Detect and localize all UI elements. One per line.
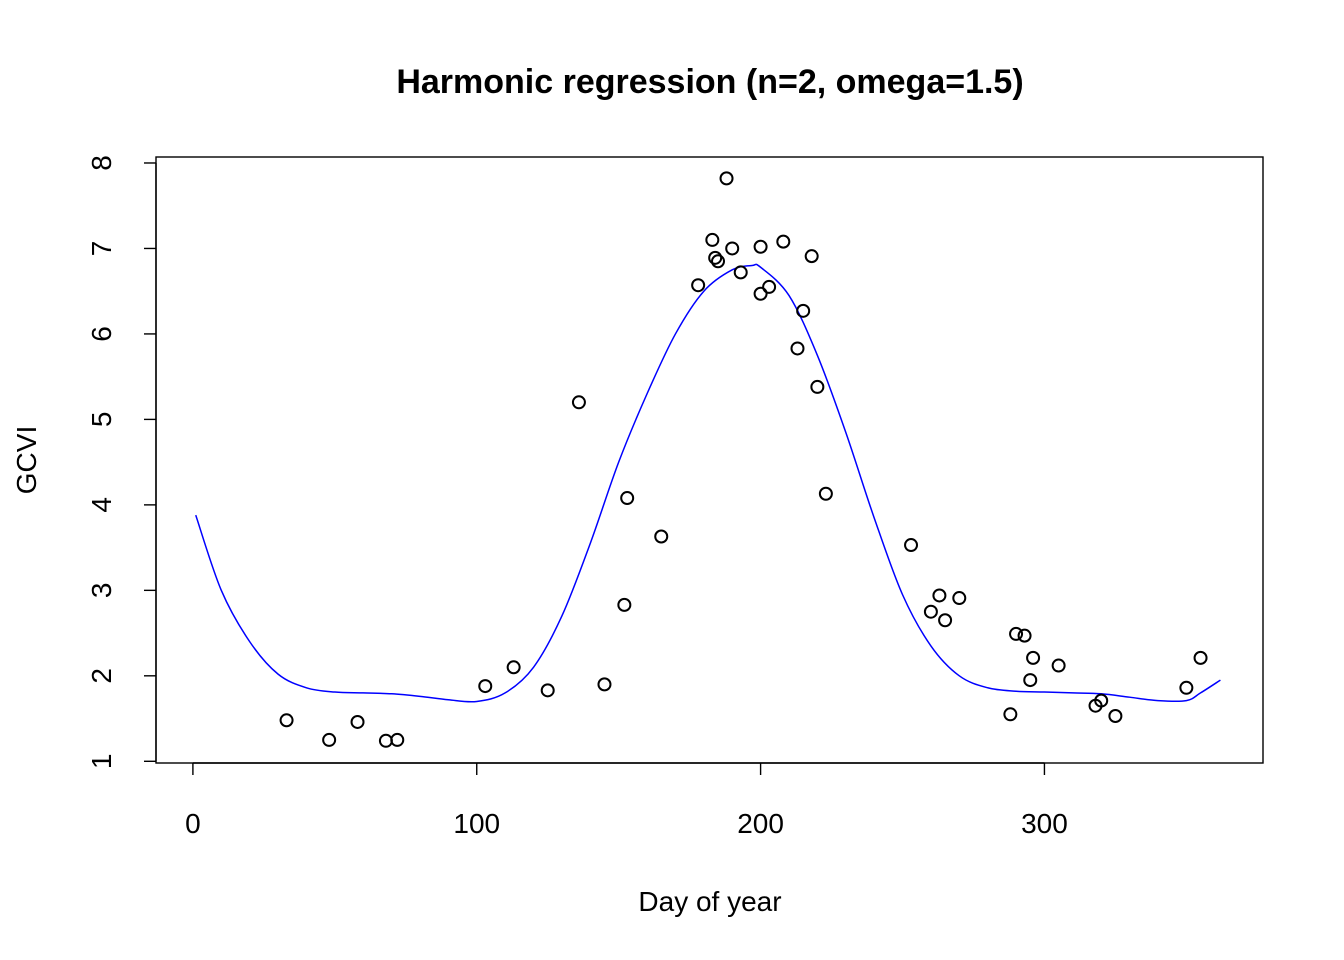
y-tick-label: 7: [86, 241, 117, 257]
y-tick-label: 8: [86, 155, 117, 171]
data-point: [923, 604, 938, 619]
data-point: [691, 278, 706, 293]
data-point: [1017, 628, 1032, 643]
x-tick-label: 0: [185, 808, 201, 839]
data-point: [753, 286, 768, 301]
data-point: [776, 234, 791, 249]
x-tick-label: 100: [453, 808, 500, 839]
data-point: [1003, 707, 1018, 722]
data-point: [1179, 680, 1194, 695]
data-point: [478, 679, 493, 694]
data-point: [810, 379, 825, 394]
y-axis: 1 2 3 4 5 6 7 8: [86, 155, 157, 770]
data-point: [654, 529, 669, 544]
y-tick-label: 1: [86, 754, 117, 770]
data-point: [1051, 658, 1066, 673]
data-point: [762, 279, 777, 294]
data-point: [708, 250, 723, 265]
y-tick-label: 6: [86, 326, 117, 342]
data-point: [952, 591, 967, 606]
x-tick-label: 300: [1021, 808, 1068, 839]
plot-frame: [155, 156, 1264, 764]
data-point: [1193, 650, 1208, 665]
data-point: [378, 733, 393, 748]
fit-line-layer: [195, 263, 1221, 703]
y-tick-label: 3: [86, 583, 117, 599]
data-point: [904, 538, 919, 553]
data-point: [725, 241, 740, 256]
data-point: [711, 254, 726, 269]
x-axis-label: Day of year: [638, 886, 781, 917]
data-point: [279, 713, 294, 728]
y-tick-label: 4: [86, 497, 117, 513]
data-point: [597, 677, 612, 692]
x-axis: 0 100 200 300: [185, 762, 1068, 839]
data-point: [617, 597, 632, 612]
data-point: [1009, 626, 1024, 641]
data-point: [1023, 673, 1038, 688]
y-tick-label: 2: [86, 668, 117, 684]
data-point: [719, 171, 734, 186]
data-point: [790, 341, 805, 356]
data-point: [705, 232, 720, 247]
y-tick-label: 5: [86, 412, 117, 428]
data-point: [350, 714, 365, 729]
data-point: [1108, 708, 1123, 723]
y-axis-label: GCVI: [11, 426, 42, 494]
data-point: [540, 683, 555, 698]
data-point: [1026, 650, 1041, 665]
chart-title: Harmonic regression (n=2, omega=1.5): [396, 63, 1023, 101]
data-point: [818, 486, 833, 501]
data-point: [1094, 693, 1109, 708]
data-point: [390, 732, 405, 747]
data-point: [733, 265, 748, 280]
data-point: [506, 660, 521, 675]
x-tick-label: 200: [737, 808, 784, 839]
data-point: [620, 491, 635, 506]
data-point: [796, 303, 811, 318]
data-point: [322, 732, 337, 747]
fit-line: [195, 263, 1221, 703]
data-point: [571, 395, 586, 410]
points-layer: [279, 171, 1208, 748]
data-point: [938, 613, 953, 628]
data-point: [932, 588, 947, 603]
data-point: [804, 249, 819, 264]
data-point: [753, 239, 768, 254]
